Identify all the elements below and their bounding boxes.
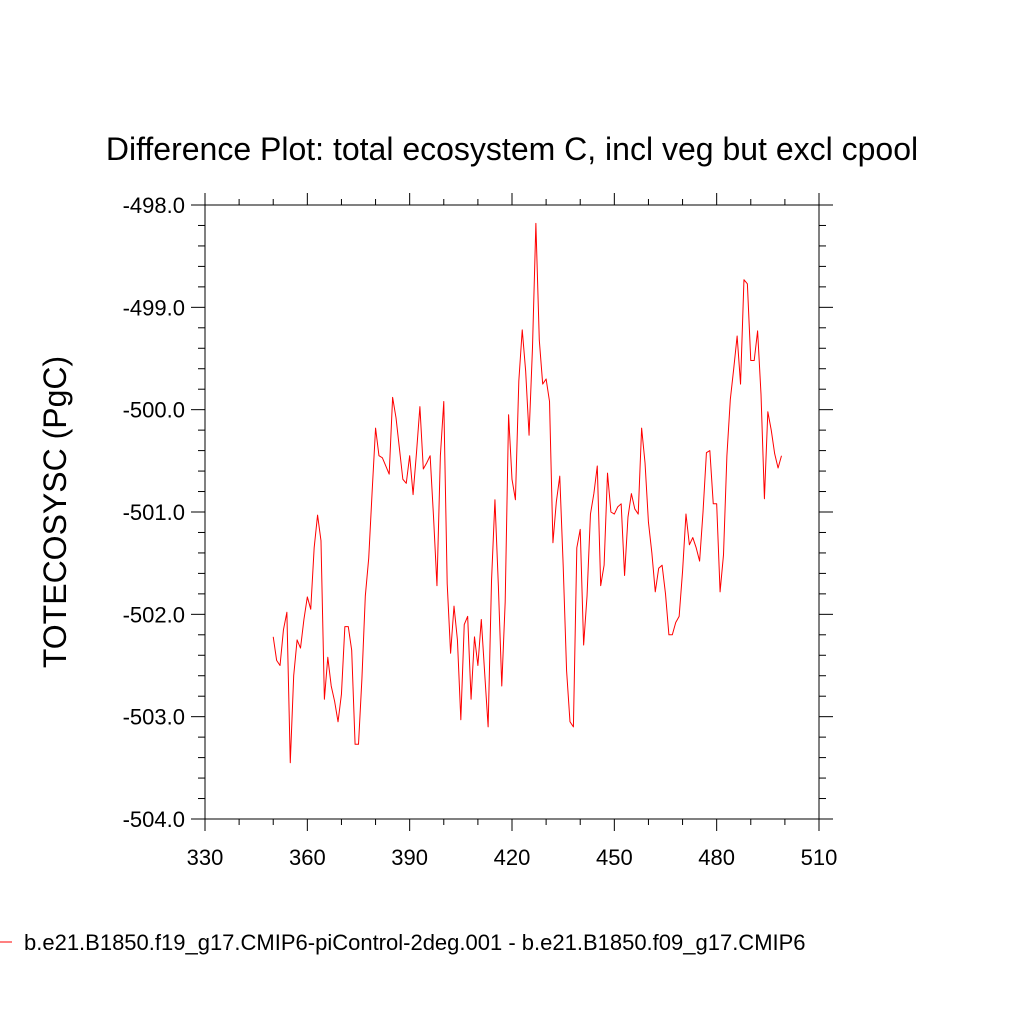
x-tick-label: 510: [801, 845, 838, 870]
y-axis-label: TOTECOSYSC (PgC): [37, 356, 73, 668]
series-line: [272, 222, 782, 764]
x-tick-label: 420: [494, 845, 531, 870]
chart-title: Difference Plot: total ecosystem C, incl…: [106, 131, 918, 167]
y-tick-label: -501.0: [123, 500, 185, 525]
plot-frame: [204, 204, 820, 820]
legend: b.e21.B1850.f19_g17.CMIP6-piControl-2deg…: [0, 930, 806, 955]
series-layer: [272, 222, 782, 764]
legend-entry: b.e21.B1850.f19_g17.CMIP6-piControl-2deg…: [24, 930, 806, 955]
y-tick-label: -499.0: [123, 295, 185, 320]
y-tick-label: -502.0: [123, 602, 185, 627]
x-tick-label: 360: [289, 845, 326, 870]
x-tick-label: 480: [698, 845, 735, 870]
axis-tick-labels: 330 360 390 420 450 480 510 -504.0 -503.0 -502.0 -…: [123, 193, 838, 870]
y-tick-label: -498.0: [123, 193, 185, 218]
y-tick-label: -500.0: [123, 398, 185, 423]
y-tick-label: -504.0: [123, 807, 185, 832]
x-tick-label: 450: [596, 845, 633, 870]
x-tick-label: 330: [187, 845, 224, 870]
y-tick-label: -503.0: [123, 705, 185, 730]
x-tick-label: 390: [391, 845, 428, 870]
axis-ticks: [191, 193, 833, 831]
